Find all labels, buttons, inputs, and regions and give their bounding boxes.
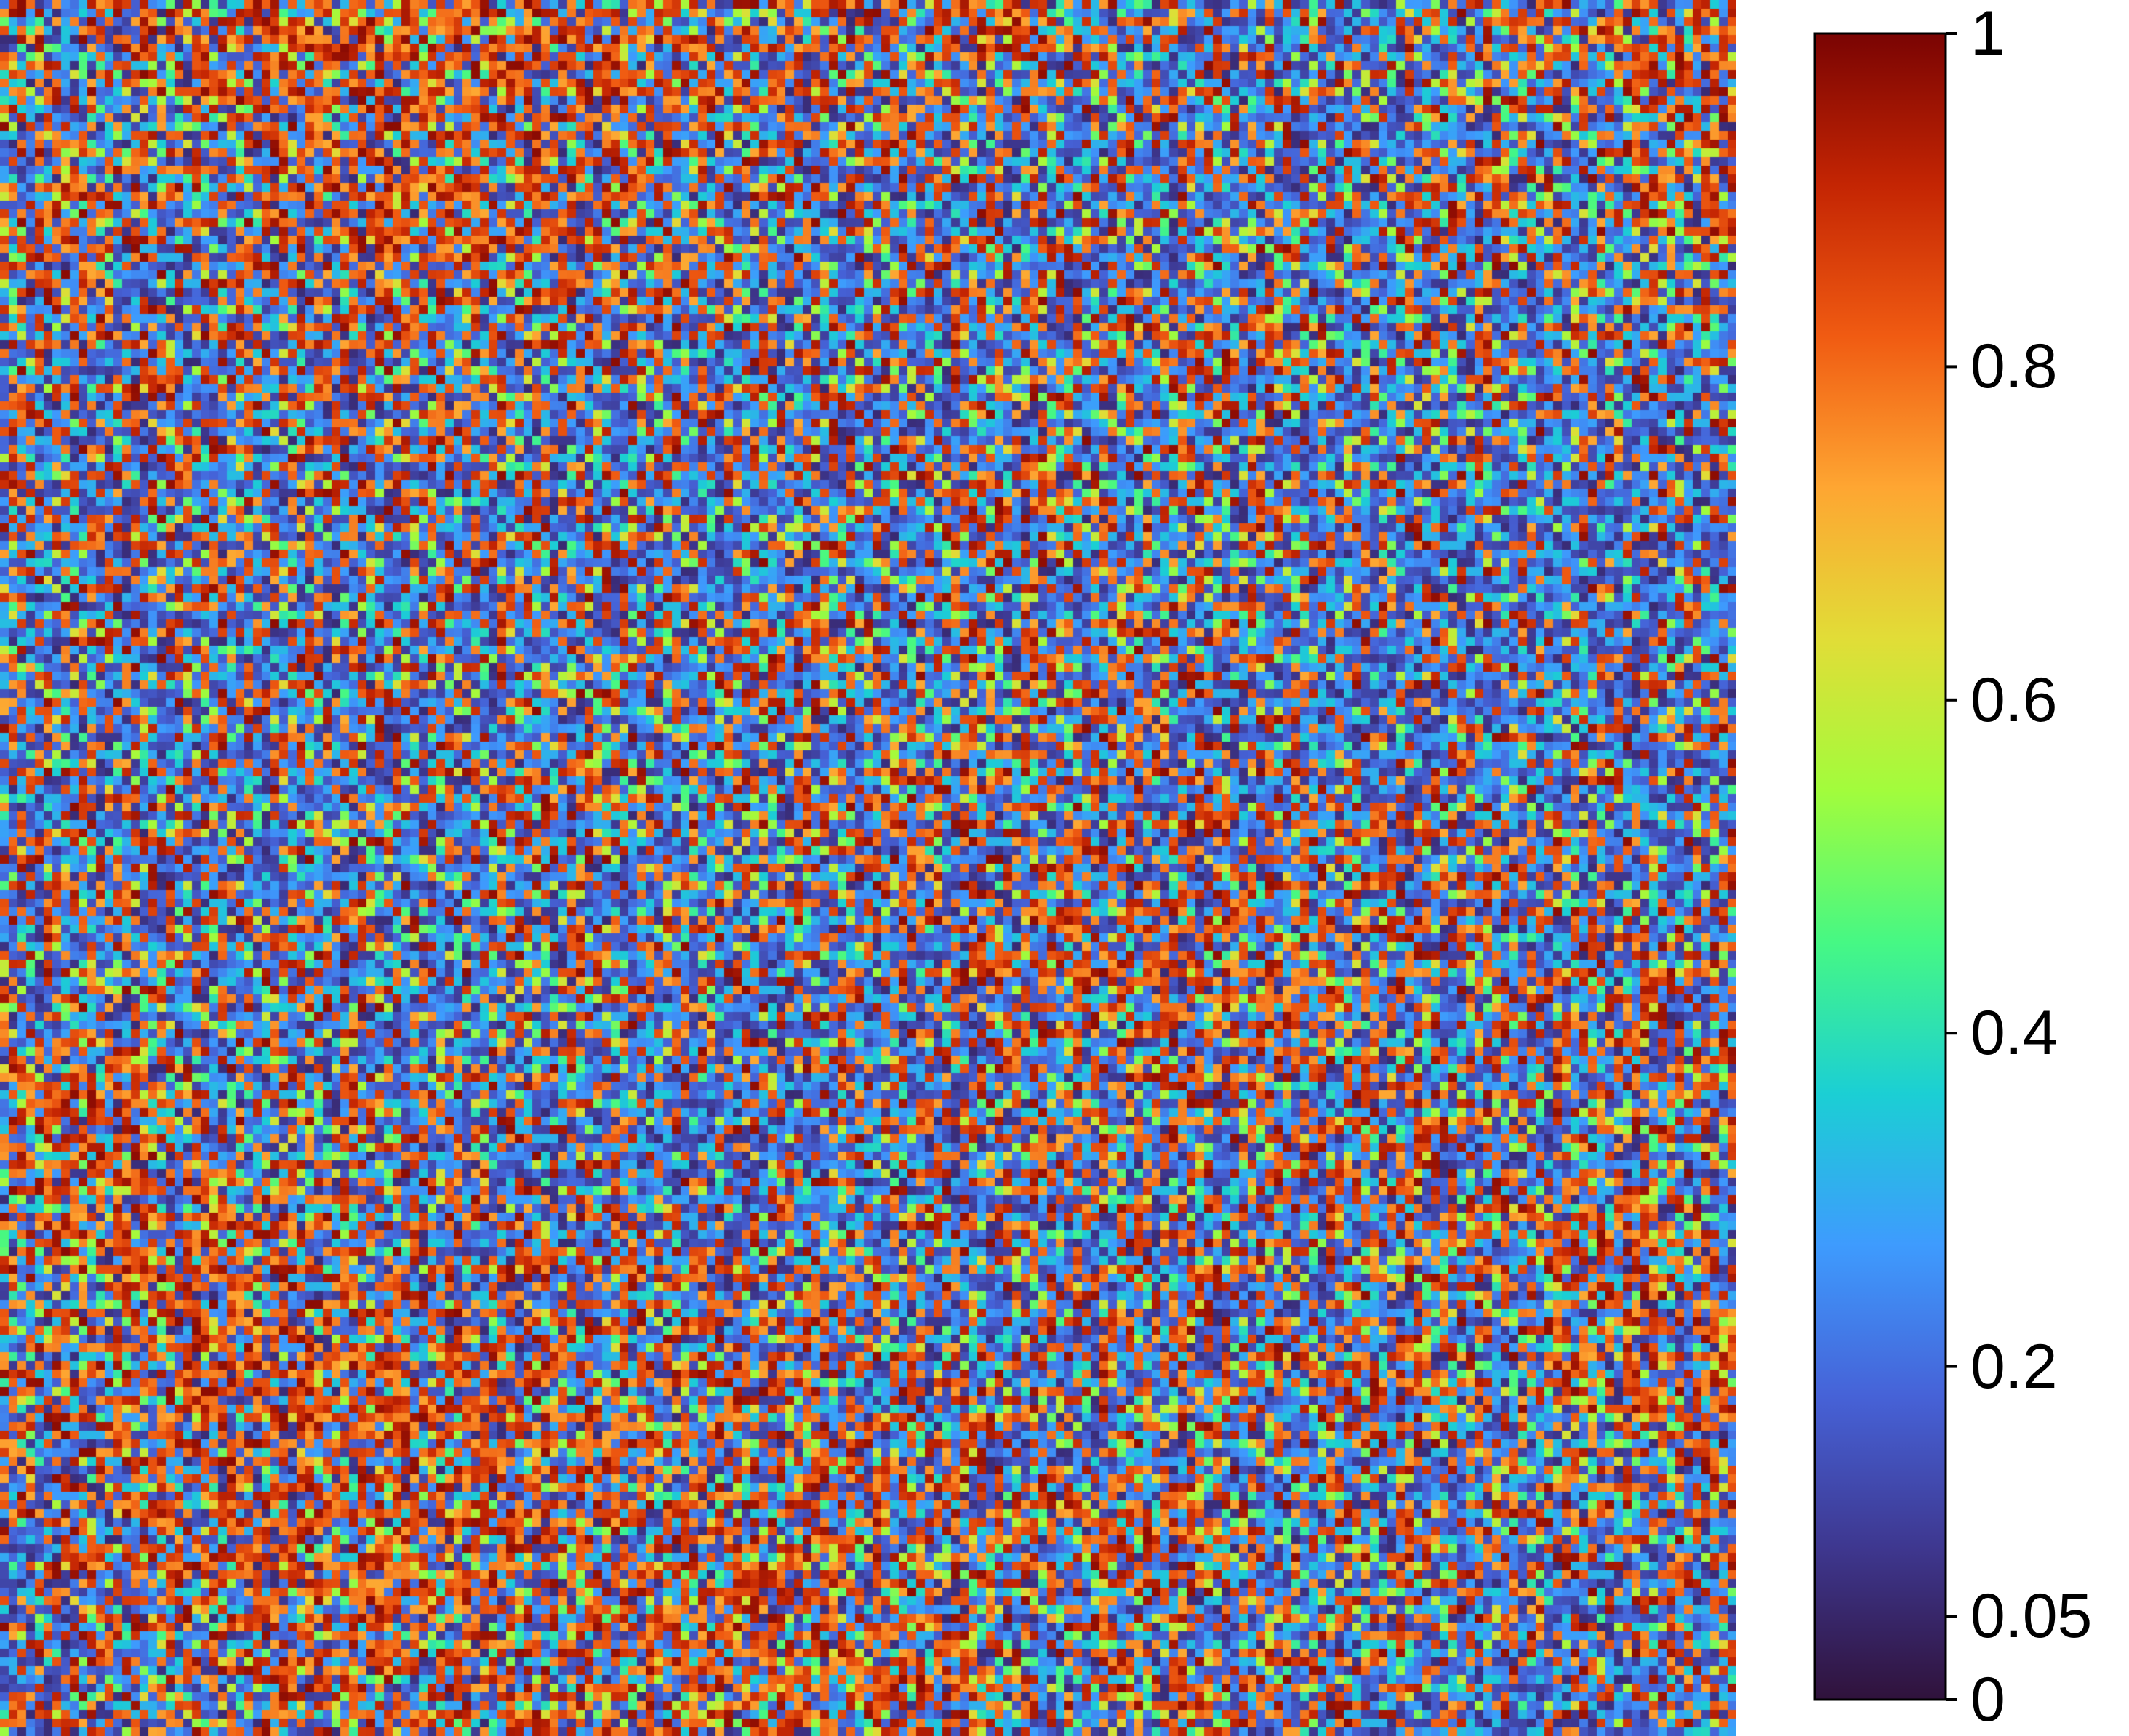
- colorbar-ticks: [1946, 32, 1957, 1701]
- colorbar-tick-label: 1: [1970, 0, 2005, 68]
- colorbar-gradient: [1813, 32, 1947, 1701]
- heatmap-image: [0, 0, 1736, 1736]
- colorbar-tick-label: 0: [1970, 1665, 2005, 1735]
- colorbar: 0 0.05 0.2 0.4 0.6 0.8 1: [1803, 0, 2129, 1736]
- colorbar-tick-label: 0.8: [1970, 331, 2058, 402]
- colorbar-tick-label: 0.2: [1970, 1331, 2058, 1402]
- colorbar-tick-label: 0.4: [1970, 998, 2058, 1069]
- colorbar-svg: [1813, 32, 1957, 1701]
- colorbar-tick-label: 0.05: [1970, 1581, 2093, 1652]
- colorbar-tick-label: 0.6: [1970, 664, 2058, 735]
